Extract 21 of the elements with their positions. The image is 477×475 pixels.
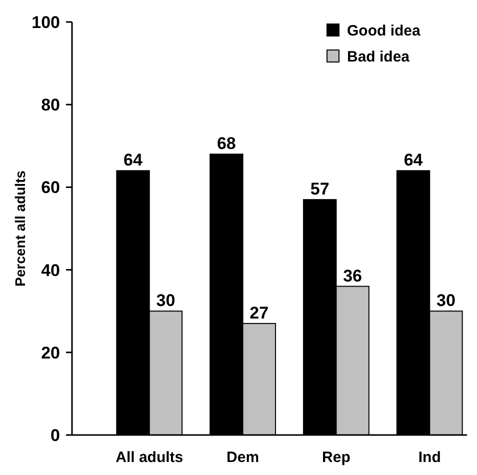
y-tick-label: 80: [41, 96, 60, 115]
legend-label: Bad idea: [347, 48, 410, 66]
y-tick-label: 0: [50, 426, 60, 445]
legend-label: Good idea: [347, 22, 421, 40]
x-tick-label: Ind: [418, 449, 441, 466]
data-label: 36: [343, 266, 362, 286]
data-label: 30: [156, 291, 176, 310]
data-label: 64: [124, 150, 144, 170]
y-tick-label: 60: [41, 178, 60, 198]
x-tick-label: Rep: [322, 449, 350, 466]
data-label: 30: [436, 291, 456, 310]
data-label: 57: [310, 180, 330, 199]
y-tick-label: 40: [41, 260, 60, 280]
data-label: 64: [404, 150, 424, 170]
x-tick-label: Dem: [226, 449, 260, 466]
x-tick-label: All adults: [116, 449, 184, 466]
y-tick-label: 100: [32, 12, 60, 32]
data-label: 27: [250, 303, 269, 322]
y-axis-title: Percent all adults: [12, 170, 28, 286]
y-tick-label: 20: [41, 343, 60, 362]
data-label: 68: [216, 134, 236, 154]
